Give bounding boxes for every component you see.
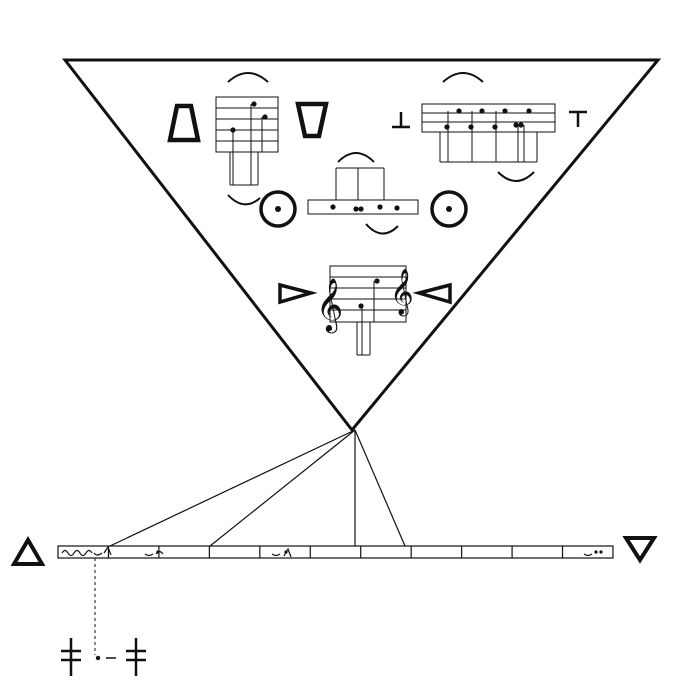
note-dot: [479, 108, 485, 114]
note-dot: [518, 122, 524, 128]
note-dot: [456, 108, 462, 114]
note-dot: [374, 278, 380, 284]
note-dot: [284, 550, 288, 554]
clef-group: 𝄞 𝄞: [278, 265, 452, 356]
projection-lines: [109, 429, 406, 547]
note-dot: [468, 124, 474, 130]
triangle-up-group: [167, 72, 329, 206]
circle-dot-group: [259, 152, 468, 235]
staff-block: [421, 103, 556, 163]
triangle-down-icon: [622, 536, 658, 564]
note-dot: [262, 114, 268, 120]
timeline-marks: [61, 545, 603, 558]
timeline-bar: [57, 545, 614, 559]
trapezoid-down-icon: [295, 101, 329, 139]
plus-t-icon: [61, 638, 81, 676]
note-dot: [156, 550, 160, 554]
circle-dot-icon: [430, 190, 468, 228]
triangle-up-icon: [10, 536, 46, 566]
circle-dot-icon: [259, 190, 297, 228]
note-dot: [513, 122, 519, 128]
squiggle-mark: [93, 545, 112, 556]
dot-dash-icon: [95, 655, 116, 661]
t-bar-down-icon: [569, 110, 587, 127]
squiggle-mark: [271, 547, 292, 558]
tie-arc-bottom: [497, 171, 535, 182]
staff-block: 𝄞 𝄞: [316, 265, 414, 356]
legend: [61, 638, 146, 676]
t-bar-group: [392, 72, 587, 182]
staff-block: [215, 96, 279, 186]
note-dot: [353, 206, 359, 212]
trapezoid-up-icon: [167, 103, 201, 143]
note-dot: [492, 124, 498, 130]
note-dot: [526, 108, 532, 114]
tie-arc-bottom: [227, 194, 261, 206]
wedge-right-icon: [278, 282, 318, 305]
tie-arc-top: [337, 152, 375, 163]
timeline: [10, 536, 658, 655]
squiggle-mark: [144, 550, 164, 557]
note-dot: [594, 550, 598, 554]
note-dot: [444, 124, 450, 130]
treble-clef-icon: 𝄞: [390, 269, 414, 317]
inverted-triangle-frame: [61, 58, 662, 433]
note-dot: [358, 303, 364, 309]
tie-arc-top: [227, 72, 269, 83]
note-dot: [502, 108, 508, 114]
tie-arc-top: [442, 72, 484, 83]
squiggle-mark: [583, 553, 593, 557]
note-dot: [330, 204, 336, 210]
note-dot: [599, 550, 603, 554]
timeline-dividers: [107, 546, 564, 558]
note-dot: [377, 204, 383, 210]
wedge-left-icon: [412, 282, 452, 305]
note-dot: [251, 101, 257, 107]
treble-clef-icon: 𝄞: [316, 277, 343, 333]
note-dot: [230, 127, 236, 133]
staff-block: [307, 167, 419, 215]
note-dot: [394, 205, 400, 211]
tie-arc-bottom: [365, 223, 399, 235]
note-dot: [358, 206, 364, 212]
plus-t-icon: [126, 638, 146, 676]
squiggle-mark: [61, 549, 93, 557]
t-bar-up-icon: [392, 112, 410, 129]
